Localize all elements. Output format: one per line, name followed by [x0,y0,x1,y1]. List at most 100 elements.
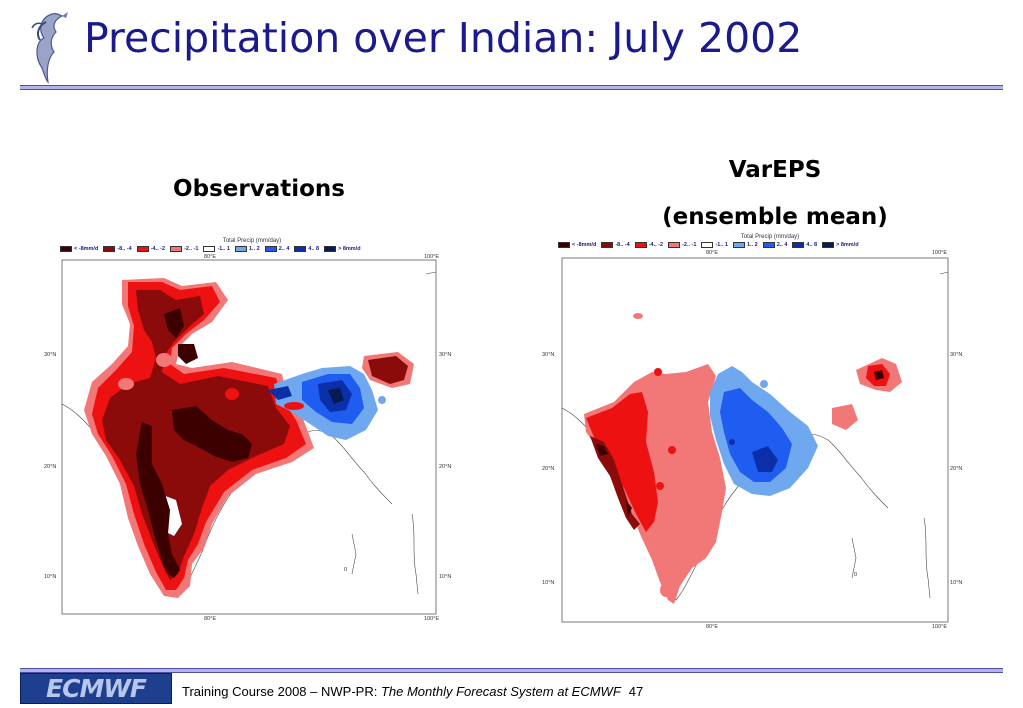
legend-swatch [701,242,714,248]
slide-title: Precipitation over Indian: July 2002 [84,14,803,62]
lat-tick-label: 20°N [950,466,963,472]
coastline [851,537,857,579]
lon-tick-label: 80°E [706,624,718,630]
lat-tick-label: 30°N [44,352,57,358]
lat-tick-label: 30°N [542,352,555,358]
precip-region-light-red [118,378,134,390]
lat-tick-label: 10°N [439,574,452,580]
lat-tick-label: 30°N [439,352,452,358]
precip-region-dark-red [368,356,408,384]
legend-swatch [601,242,614,248]
legend-swatch [634,242,647,248]
legend-label: -1.. 1 [217,246,230,252]
legend-item: > 8mm/d [822,242,859,248]
legend-label: -8.. -4 [117,246,132,252]
legend-row: < -8mm/d -8.. -4 -4.. -2 -2.. -1 -1.. 1 … [60,246,364,252]
legend-label: 4.. 8 [308,246,320,252]
precip-region-dark-blue [729,439,735,445]
ensemble-mean-heading: (ensemble mean) [662,204,888,230]
precip-region-darkest [596,444,608,456]
zero-contour-label: 0 [344,567,348,573]
legend-swatch [822,242,835,248]
page-number: 47 [628,684,644,699]
legend-item: -8.. -4 [103,246,132,252]
legend-item: < -8mm/d [60,246,98,252]
legend-swatch [762,242,775,248]
legend-item: > 8mm/d [324,246,361,252]
top-divider [20,85,1003,90]
legend-swatch [234,246,247,252]
legend-item: 1.. 2 [732,242,758,248]
legend-label: > 8mm/d [836,242,859,248]
legend-label: > 8mm/d [338,246,361,252]
legend-swatch [203,246,216,252]
precip-region-red [586,392,658,532]
map-frame [561,257,949,623]
ecmwf-logo-text: ECMWF [46,674,147,703]
legend-label: -2.. -1 [184,246,199,252]
legend-item: -2.. -1 [668,242,696,248]
legend-item: 4.. 8 [294,246,319,252]
precip-region-light-red [832,404,858,430]
legend-label: -4.. -2 [150,246,166,252]
lon-tick-label: 100°E [424,254,440,260]
legend-item: -4.. -2 [634,242,664,248]
precip-region-dark-blue [752,446,778,472]
legend-item: 2.. 4 [762,242,788,248]
legend-swatch [60,246,72,252]
legend-label: -8.. -4 [615,242,630,248]
footer-course: Training Course 2008 – NWP-PR: [182,684,381,699]
legend-label: 2.. 4 [278,246,290,252]
legend-title: Total Precip (mm/day) [222,238,282,244]
legend-label: -1.. 1 [715,242,728,248]
lon-tick-label: 80°E [706,250,718,256]
observations-map-svg [61,259,437,615]
lon-tick-label: 80°E [204,616,216,622]
legend-label: 1.. 2 [746,242,758,248]
vareps-map-svg [561,257,949,623]
legend-item: -4.. -2 [136,246,166,252]
legend-item: -1.. 1 [203,246,230,252]
legend-title: Total Precip (mm/day) [740,234,800,240]
legend-label: < -8mm/d [74,246,99,252]
legend-item: -1.. 1 [701,242,728,248]
legend-row: < -8mm/d -8.. -4 -4.. -2 -2.. -1 -1.. 1 … [558,242,862,248]
coastline [411,513,419,595]
precip-region-darkest [164,308,184,338]
precip-region-darkest [178,344,198,364]
precip-region-light-red [156,353,172,367]
footer-text: Training Course 2008 – NWP-PR: The Month… [182,684,643,699]
lat-tick-label: 30°N [950,352,963,358]
legend-item: -8.. -4 [601,242,630,248]
legend-label: < -8mm/d [572,242,597,248]
lon-tick-label: 100°E [424,616,440,622]
precip-region-light-blue [378,396,386,404]
coastline [351,533,357,575]
lon-tick-label: 100°E [932,250,948,256]
precip-region-light-red [660,583,672,597]
legend-swatch [668,242,681,248]
legend-swatch [294,246,307,252]
lon-tick-label: 100°E [932,624,948,630]
precip-region-red [656,482,664,490]
ecmwf-logo: ECMWF [20,673,172,704]
legend-item: 4.. 8 [792,242,817,248]
precip-region-darkest [874,370,884,380]
coastline [923,517,931,599]
legend-swatch [170,246,183,252]
footer-course-title: The Monthly Forecast System at ECMWF [380,684,621,699]
legend-item: < -8mm/d [558,242,596,248]
legend-label: 2.. 4 [776,242,788,248]
lat-tick-label: 10°N [950,580,963,586]
precip-region-red [284,402,304,410]
legend-swatch [264,246,277,252]
precip-region-darkest-blue [328,388,344,404]
precip-region-darkest [136,422,180,578]
legend-label: 1.. 2 [248,246,260,252]
map-frame [61,259,437,615]
coastline [939,271,949,275]
coastline [425,271,437,275]
legend-label: -4.. -2 [648,242,664,248]
lat-tick-label: 20°N [44,464,57,470]
precip-region-darkest [172,406,252,462]
